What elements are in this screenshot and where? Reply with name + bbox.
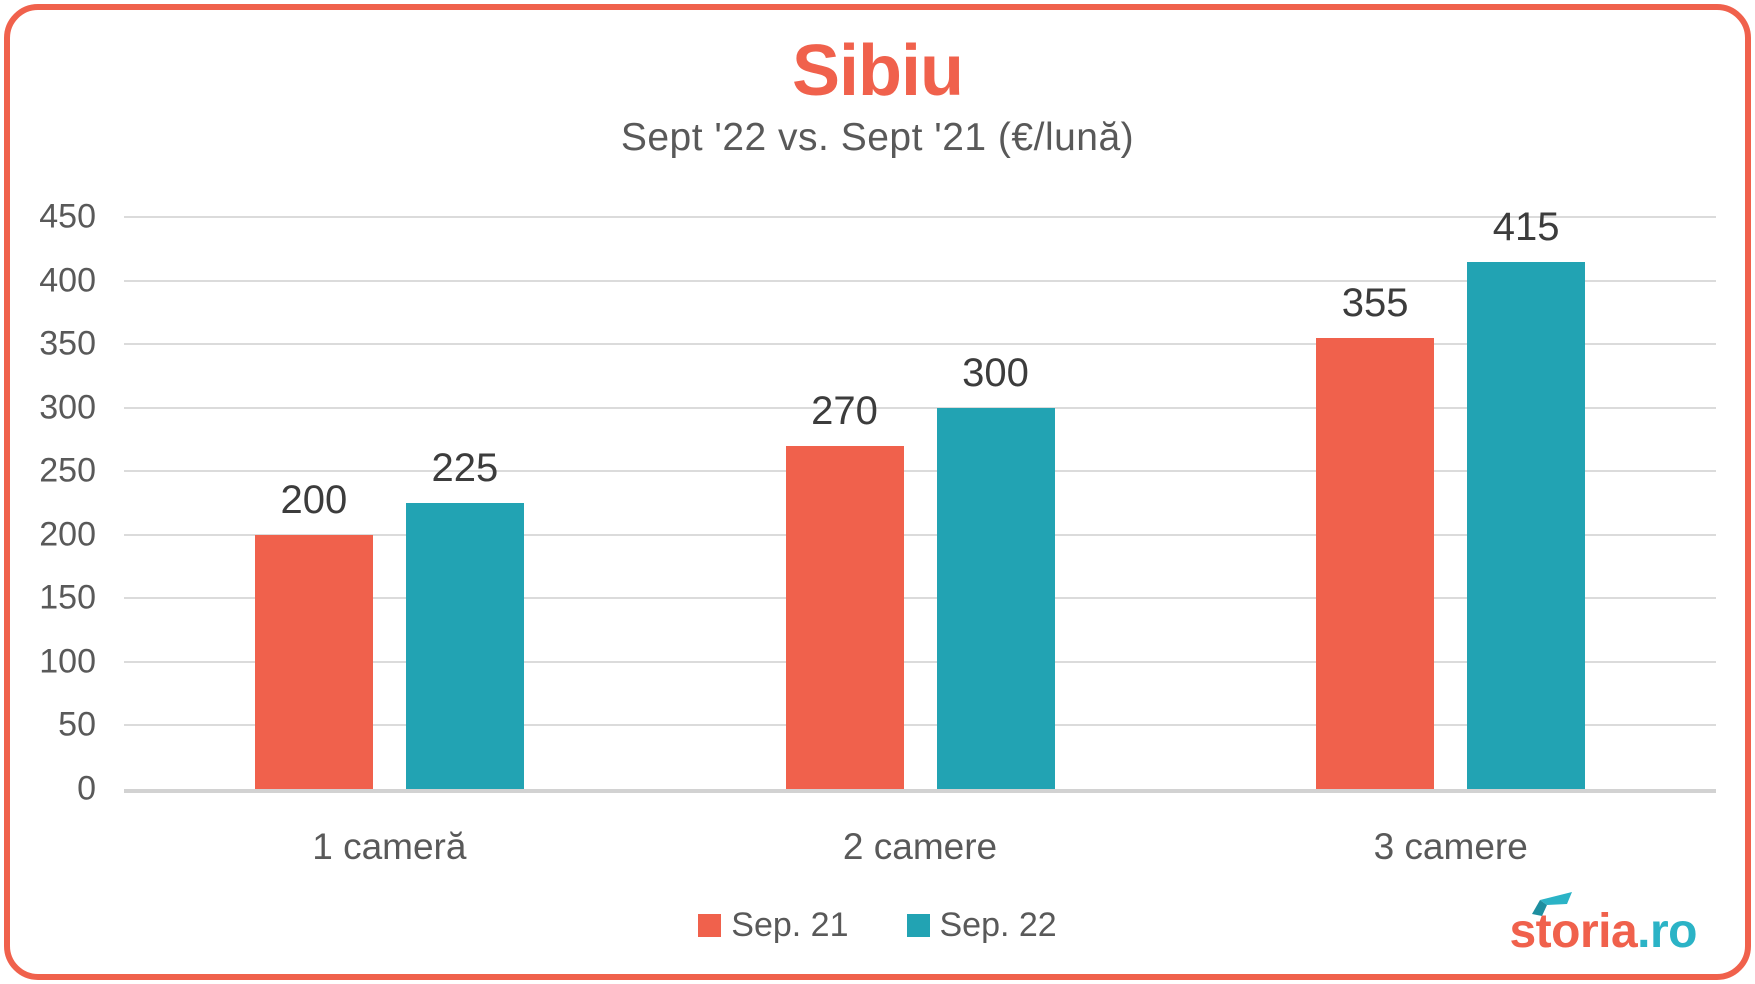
gridline [124, 597, 1716, 600]
bar-sep-22: 225 [405, 446, 524, 789]
y-tick-label: 200 [39, 515, 96, 554]
y-tick-label: 250 [39, 451, 96, 490]
y-tick-label: 150 [39, 578, 96, 617]
legend: Sep. 21 Sep. 22 [10, 906, 1745, 945]
gridline [124, 724, 1716, 727]
y-axis: 0 50 100 150 200 250 300 350 400 450 [10, 198, 96, 808]
gridline [124, 470, 1716, 473]
bar-value-label: 200 [280, 477, 348, 522]
legend-item: Sep. 22 [906, 906, 1057, 945]
bar-value-label: 415 [1492, 204, 1560, 249]
bar-group: 270 300 [655, 217, 1186, 789]
bar-value-label: 355 [1341, 280, 1409, 325]
legend-label: Sep. 22 [939, 906, 1057, 944]
x-category-label: 3 camere [1373, 826, 1528, 867]
chart-subtitle: Sept '22 vs. Sept '21 (€/lună) [620, 116, 1135, 159]
y-tick-label: 300 [39, 388, 96, 427]
bar-sep-21: 200 [254, 478, 373, 789]
x-axis: 1 cameră 2 camere 3 camere [124, 826, 1716, 868]
gridline [124, 406, 1716, 409]
y-tick-label: 400 [39, 261, 96, 300]
x-category-label: 2 camere [842, 826, 998, 867]
x-category-label: 1 cameră [312, 826, 467, 867]
logo-suffix: .ro [1637, 905, 1697, 958]
logo-letter-s: s [1509, 905, 1536, 958]
legend-swatch-icon [698, 914, 722, 937]
bar-value-label: 225 [431, 446, 499, 490]
chart-title: Sibiu [792, 31, 964, 111]
gridline [124, 660, 1716, 663]
y-tick-label: 450 [39, 197, 96, 236]
bar-groups: 200 225 270 300 355 415 [124, 205, 1716, 789]
y-tick-label: 350 [39, 324, 96, 363]
bar-sep-22: 415 [1467, 205, 1586, 789]
bar-value-label: 300 [962, 350, 1029, 395]
storia-logo-text: st oria [1509, 892, 1638, 959]
bar-sep-21: 270 [785, 389, 904, 789]
legend-item: Sep. 21 [698, 906, 849, 945]
bar-sep-21: 355 [1316, 281, 1435, 789]
gridline [124, 216, 1716, 218]
logo-letter-t: t [1531, 892, 1572, 959]
gridline [124, 279, 1716, 282]
y-tick-label: 50 [58, 705, 96, 744]
roof-icon [1531, 892, 1572, 916]
plot-area: 200 225 270 300 355 415 [124, 205, 1716, 793]
legend-swatch-icon [906, 914, 930, 937]
bar-group: 355 415 [1185, 205, 1716, 789]
y-tick-label: 100 [39, 642, 96, 681]
chart-card: Sibiu Sept '22 vs. Sept '21 (€/lună) 0 50… [4, 4, 1751, 980]
bar-value-label: 270 [811, 388, 878, 433]
bar-sep-22: 300 [936, 351, 1055, 789]
storia-logo: st oria.ro [1509, 892, 1697, 959]
logo-letters-oria: oria [1551, 905, 1638, 958]
gridline [124, 343, 1716, 346]
gridline [124, 533, 1716, 536]
legend-label: Sep. 21 [731, 906, 849, 944]
bar-group: 200 225 [124, 217, 655, 789]
y-tick-label: 0 [77, 769, 96, 808]
